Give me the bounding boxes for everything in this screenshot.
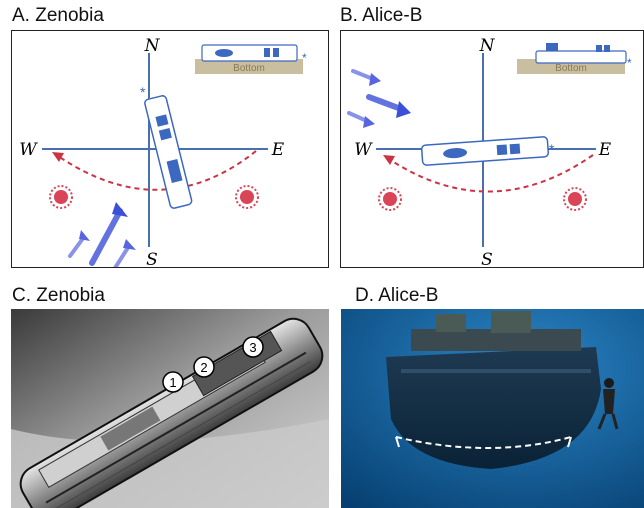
drift-arrowhead bbox=[52, 152, 64, 162]
current-arrows-b bbox=[347, 69, 411, 128]
inset-a-bow-marker: * bbox=[302, 51, 307, 65]
compass-east-label: E bbox=[598, 140, 612, 160]
svg-text:1: 1 bbox=[169, 375, 176, 390]
ship-alice-b-plan bbox=[420, 136, 550, 166]
inset-side-view-b: Bottom * bbox=[517, 43, 632, 74]
inset-b-bow-marker: * bbox=[627, 56, 632, 70]
diver-figure bbox=[597, 378, 619, 430]
compass-south-label: S bbox=[481, 250, 493, 268]
alice-b-wreck bbox=[386, 311, 601, 469]
svg-text:3: 3 bbox=[249, 340, 256, 355]
ship-zenobia-plan bbox=[144, 95, 193, 209]
drift-arrowhead bbox=[383, 155, 395, 165]
photo-zenobia-illustration: 1 2 3 bbox=[11, 309, 329, 508]
current-arrows-a bbox=[68, 202, 136, 267]
disturbance-icon-right bbox=[563, 187, 587, 211]
marker-1: 1 bbox=[162, 371, 184, 393]
inset-bottom-label: Bottom bbox=[233, 63, 265, 74]
seabed-band bbox=[195, 59, 303, 74]
compass-north-label: N bbox=[479, 36, 496, 56]
compass-west-label: W bbox=[19, 140, 38, 160]
inset-bottom-label: Bottom bbox=[555, 63, 587, 74]
svg-text:2: 2 bbox=[200, 360, 207, 375]
photo-alice-b-underwater bbox=[341, 309, 644, 508]
panel-b-title: B. Alice-B bbox=[340, 5, 423, 26]
panel-a-title: A. Zenobia bbox=[12, 5, 104, 26]
compass-east-label: E bbox=[271, 140, 285, 160]
ship-b-bow-marker: * bbox=[549, 141, 555, 157]
drift-arc bbox=[57, 150, 257, 191]
ship-a-bow-marker: * bbox=[140, 84, 146, 100]
marker-2: 2 bbox=[193, 356, 215, 378]
disturbance-icon-left bbox=[49, 185, 73, 209]
inset-side-view-a: Bottom * bbox=[195, 44, 307, 74]
compass-north-label: N bbox=[144, 36, 161, 56]
disturbance-icon-left bbox=[378, 187, 402, 211]
panel-c-title: C. Zenobia bbox=[12, 285, 105, 306]
panel-d-title: D. Alice-B bbox=[355, 285, 439, 306]
disturbance-icon-right bbox=[235, 185, 259, 209]
panel-b-diagram: N S W E * Bottom bbox=[340, 30, 644, 268]
compass-west-label: W bbox=[354, 140, 373, 160]
panel-a-diagram: N S W E * bbox=[11, 30, 329, 268]
compass-south-label: S bbox=[146, 250, 158, 268]
marker-3: 3 bbox=[242, 336, 264, 358]
zenobia-wreck bbox=[19, 317, 324, 508]
drift-arc bbox=[388, 154, 594, 193]
hull-outline-dashes bbox=[395, 436, 572, 449]
